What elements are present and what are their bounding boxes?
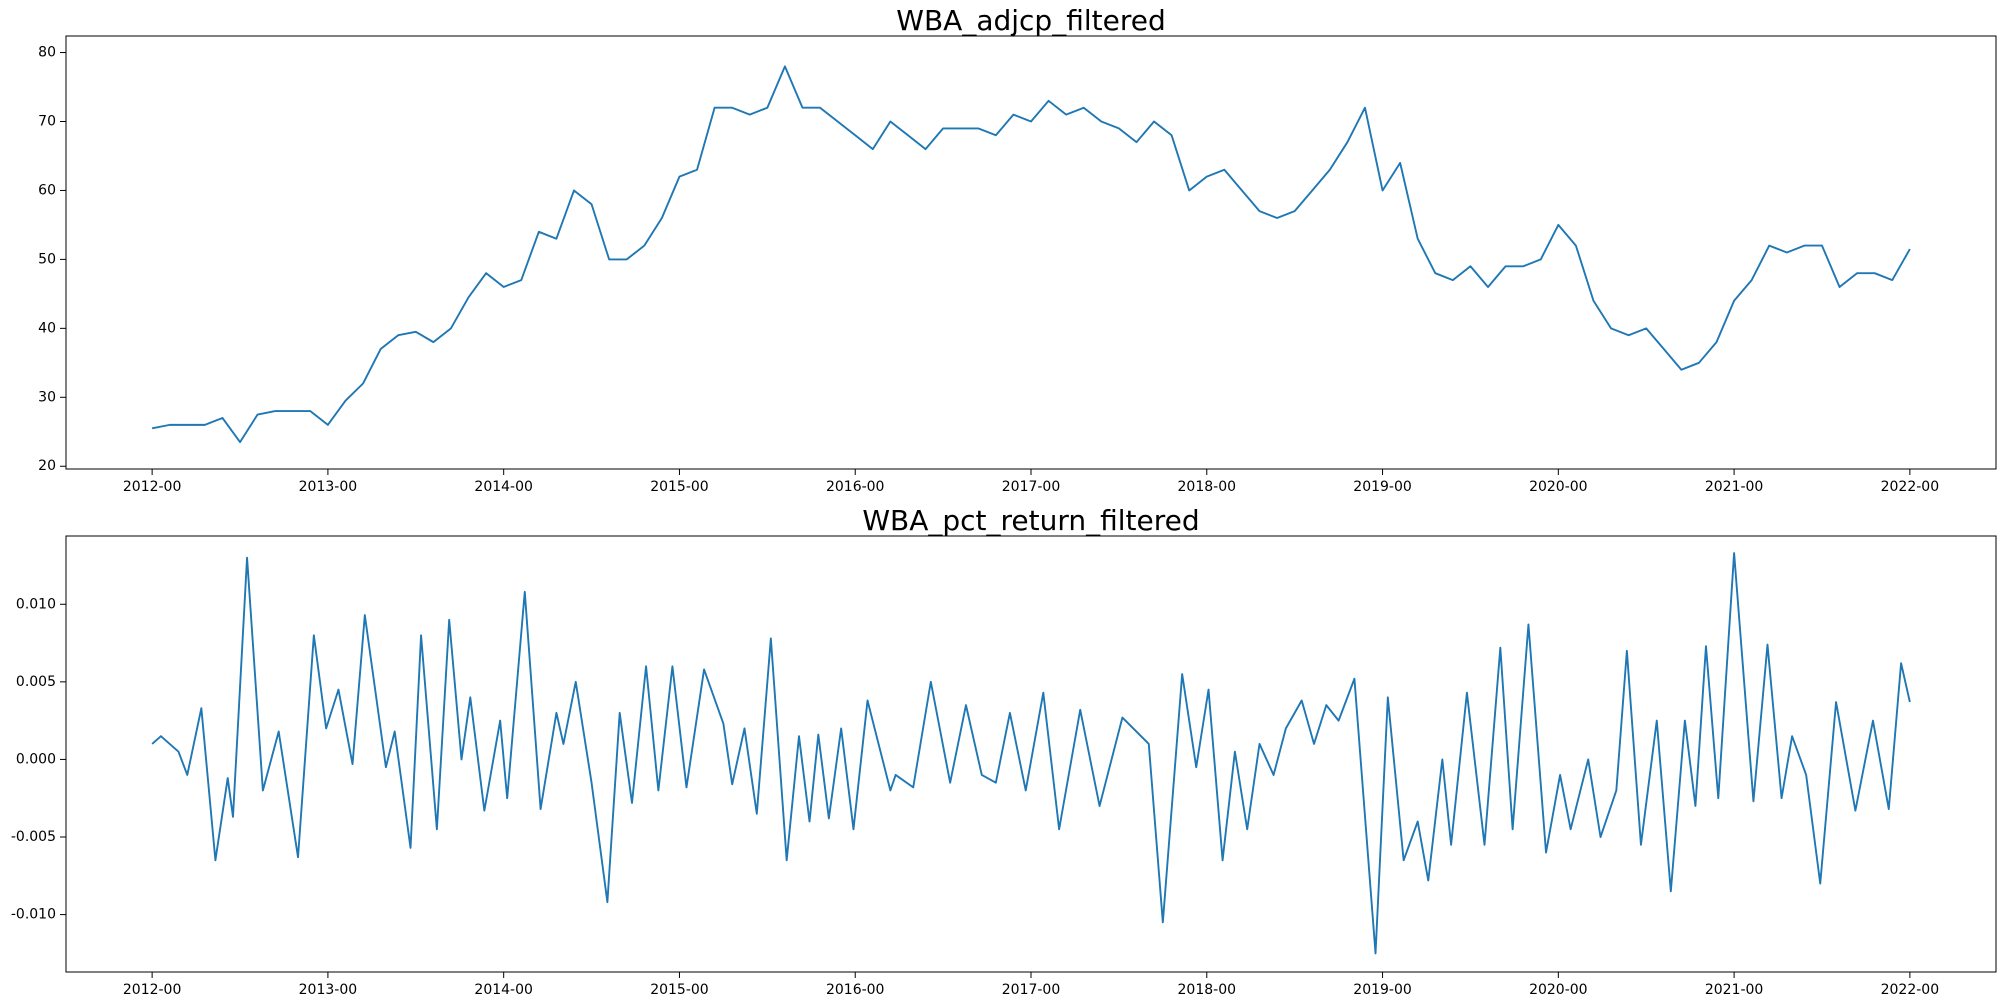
y-tick-label: 30 <box>38 389 56 405</box>
line <box>151 552 1911 955</box>
x-tick-label: 2020-00 <box>1529 479 1588 495</box>
x-tick-label: 2017-00 <box>1002 982 1061 998</box>
axes-frame <box>65 35 1997 470</box>
x-tick-label: 2021-00 <box>1705 479 1764 495</box>
y-tick-label: -0.010 <box>11 907 56 923</box>
x-tick-label: 2019-00 <box>1353 982 1412 998</box>
y-tick-label: 40 <box>38 320 56 336</box>
x-tick-label: 2018-00 <box>1178 982 1237 998</box>
y-tick-label: 20 <box>38 458 56 474</box>
y-tick-label: 80 <box>38 45 56 61</box>
x-tick-label: 2014-00 <box>474 982 533 998</box>
y-tick-label: -0.005 <box>11 829 56 845</box>
x-tick-label: 2019-00 <box>1353 479 1412 495</box>
y-tick-label: 0.010 <box>16 596 56 612</box>
x-tick-label: 2014-00 <box>474 479 533 495</box>
x-tick-label: 2012-00 <box>123 479 182 495</box>
x-tick-label: 2013-00 <box>299 479 358 495</box>
y-tick-label: 0.005 <box>16 674 56 690</box>
y-tick-label: 50 <box>38 251 56 267</box>
x-tick-label: 2015-00 <box>650 982 709 998</box>
x-tick-label: 2016-00 <box>826 479 885 495</box>
axes-frame <box>65 535 1997 973</box>
chart-title: WBA_adjcp_filtered <box>896 4 1165 37</box>
x-tick-label: 2017-00 <box>1002 479 1061 495</box>
x-tick-label: 2012-00 <box>123 982 182 998</box>
y-tick-label: 70 <box>38 113 56 129</box>
x-tick-label: 2013-00 <box>299 982 358 998</box>
y-tick-label: 0.000 <box>16 751 56 767</box>
x-tick-label: 2022-00 <box>1881 479 1940 495</box>
x-tick-label: 2018-00 <box>1178 479 1237 495</box>
line <box>151 65 1911 444</box>
chart-title: WBA_pct_return_filtered <box>862 504 1199 537</box>
x-tick-label: 2020-00 <box>1529 982 1588 998</box>
x-tick-label: 2021-00 <box>1705 982 1764 998</box>
x-tick-label: 2015-00 <box>650 479 709 495</box>
x-tick-label: 2022-00 <box>1881 982 1940 998</box>
y-tick-label: 60 <box>38 182 56 198</box>
x-tick-label: 2016-00 <box>826 982 885 998</box>
